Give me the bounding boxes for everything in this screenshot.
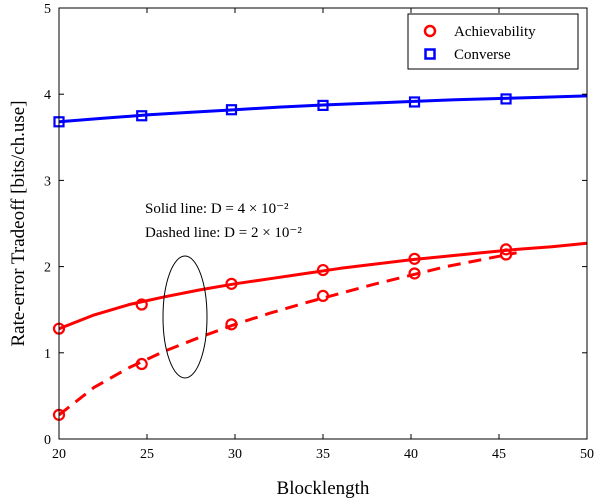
x-tick-label: 35 [316, 447, 330, 462]
series-marker-0 [408, 96, 421, 108]
legend-label-converse: Converse [454, 47, 511, 63]
series-marker-2 [316, 289, 330, 303]
series-marker-0 [317, 99, 329, 112]
x-axis-title: Blocklength [277, 478, 370, 499]
series-marker-0 [136, 110, 148, 122]
series-line-1 [59, 241, 587, 331]
x-tick-label: 45 [492, 447, 506, 462]
x-tick-label: 30 [228, 447, 242, 462]
y-tick-label: 3 [44, 174, 51, 189]
legend-marker-converse [424, 48, 436, 60]
series-marker-1 [135, 298, 148, 311]
series-marker-0 [500, 93, 512, 105]
legend-box [407, 13, 579, 70]
legend-marker-achievability [423, 24, 437, 38]
series-marker-2 [135, 357, 148, 371]
annotation-solid-line: Solid line: D = 4 × 10⁻² [145, 201, 289, 217]
x-tick-label: 20 [52, 447, 66, 462]
y-tick-label: 2 [44, 261, 51, 276]
series-marker-1 [499, 243, 513, 256]
series-line-2 [59, 251, 517, 417]
x-tick-label: 40 [404, 447, 418, 462]
series-marker-1 [408, 252, 421, 265]
x-tick-label: 50 [580, 447, 594, 462]
series-marker-2 [225, 318, 238, 331]
y-tick-label: 5 [44, 2, 51, 17]
plot-area [59, 8, 587, 439]
series-marker-1 [225, 277, 238, 290]
legend-label-achievability: Achievability [454, 24, 536, 40]
series-marker-2 [408, 267, 421, 280]
y-tick-label: 1 [44, 347, 51, 362]
series-marker-2 [499, 248, 513, 261]
legend: Achievability Converse [407, 13, 579, 70]
annotation-ellipse [162, 255, 208, 379]
y-tick-label: 0 [44, 433, 51, 448]
annotation-dashed-line: Dashed line: D = 2 × 10⁻² [145, 225, 302, 241]
annotation-group: Solid line: D = 4 × 10⁻² Dashed line: D … [145, 201, 302, 379]
series-marker-1 [316, 263, 330, 277]
y-axis-title: Rate-error Tradeoff [bits/ch.use] [8, 100, 29, 346]
series-marker-0 [225, 104, 238, 116]
y-tick-label: 4 [44, 88, 51, 103]
x-tick-label: 25 [140, 447, 154, 462]
